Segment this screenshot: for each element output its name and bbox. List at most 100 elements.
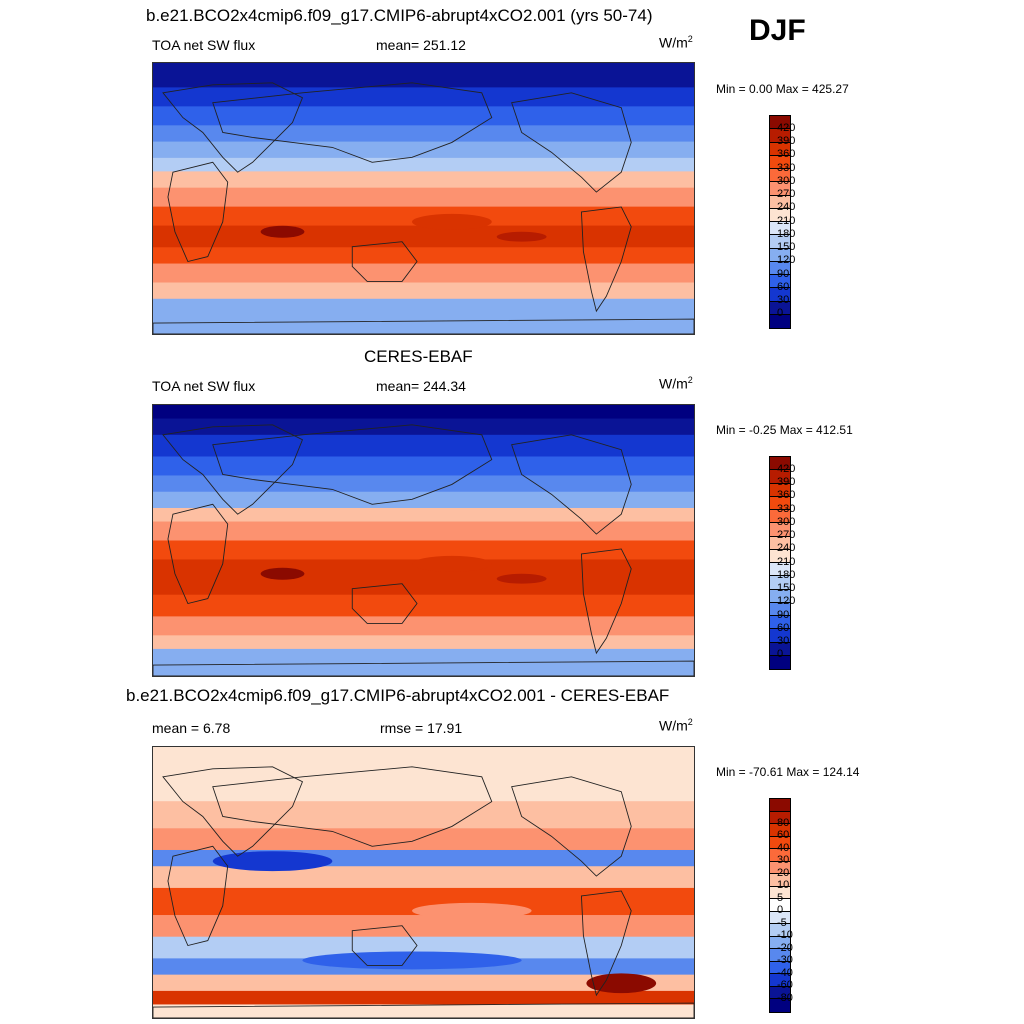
colorbar-tick-label: 330 — [777, 161, 796, 174]
coastline — [167, 845, 229, 947]
colorbar-box — [770, 999, 790, 1012]
colorbar-tick-label: 360 — [777, 148, 796, 161]
colorbar-tick-label: 390 — [777, 476, 796, 488]
panel1-title: b.e21.BCO2x4cmip6.f09_g17.CMIP6-abrupt4x… — [146, 6, 653, 25]
coastline — [162, 424, 304, 515]
map-band — [153, 187, 694, 208]
colorbar-box — [770, 924, 790, 937]
map-feature — [302, 951, 522, 970]
panel1-variable-label: TOA net SW flux — [152, 37, 256, 53]
colorbar-box — [770, 911, 790, 925]
colorbar-tick-label: -10 — [777, 929, 793, 942]
colorbar-tick-label: 30 — [777, 854, 790, 867]
map-band — [153, 828, 694, 851]
map-feature — [586, 973, 657, 994]
colorbar-box — [770, 195, 790, 209]
map-band — [153, 866, 694, 889]
colorbar-box — [770, 936, 790, 950]
map-feature — [412, 902, 532, 919]
colorbar-tick-label: -40 — [777, 966, 793, 979]
panel2-title: CERES-EBAF — [364, 347, 473, 366]
colorbar-box — [770, 563, 790, 577]
colorbar-box — [770, 483, 790, 497]
coastline — [580, 890, 632, 997]
colorbar-tick-label: 5 — [777, 891, 784, 904]
colorbar-box — [770, 824, 790, 837]
colorbar-box — [770, 536, 790, 550]
colorbar-tick-label: 150 — [777, 582, 796, 594]
coastline — [351, 241, 418, 282]
coastline — [580, 548, 632, 655]
map-band — [153, 298, 694, 334]
colorbar-box — [770, 169, 790, 183]
colorbar-tick-label: 80 — [777, 816, 790, 829]
colorbar-box — [770, 961, 790, 975]
colorbar-box — [770, 986, 790, 1000]
colorbar-tick-label: 120 — [777, 254, 796, 267]
coastline — [511, 92, 632, 193]
colorbar-box — [770, 836, 790, 850]
colorbar-tick-label: 30 — [777, 635, 790, 647]
colorbar-box — [770, 208, 790, 222]
panel3-rmse-label: rmse = 17.91 — [380, 720, 463, 736]
panel2-variable-label: TOA net SW flux — [152, 378, 256, 394]
colorbar-tick-label: 10 — [777, 879, 790, 892]
colorbar-tick-label: 210 — [777, 214, 796, 227]
colorbar-tick-label: 0 — [777, 307, 784, 320]
season-label: DJF — [749, 14, 806, 47]
coastline — [212, 766, 493, 847]
map-band — [153, 521, 694, 541]
map-band — [153, 616, 694, 636]
colorbar-tick-label: 60 — [777, 280, 790, 293]
map-band — [153, 247, 694, 265]
panel2-map — [152, 404, 695, 677]
map-band — [153, 648, 694, 676]
coastline — [580, 206, 632, 313]
colorbar-box — [770, 655, 790, 669]
colorbar-tick-label: 210 — [777, 555, 796, 568]
map-band — [153, 225, 694, 248]
colorbar-tick-label: 420 — [777, 121, 796, 134]
colorbar-box — [770, 301, 790, 315]
map-band — [153, 125, 694, 143]
map-band — [153, 456, 694, 476]
panel1-map — [152, 62, 695, 335]
colorbar-tick-label: -5 — [777, 916, 787, 929]
colorbar-tick-label: 180 — [777, 568, 796, 581]
map-band — [153, 282, 694, 300]
colorbar-tick-label: 240 — [777, 201, 796, 214]
coastline — [153, 660, 694, 676]
panel3-units: W/m2 — [659, 717, 693, 734]
colorbar-box — [770, 288, 790, 302]
panel1-colorbar — [769, 115, 791, 329]
colorbar-box — [770, 155, 790, 169]
map-band — [153, 915, 694, 938]
colorbar-tick-label: 60 — [777, 829, 790, 842]
map-band — [153, 475, 694, 493]
panel2-minmax: Min = -0.25 Max = 412.51 — [716, 423, 853, 437]
coastline — [511, 776, 632, 877]
map-feature — [212, 851, 333, 872]
map-band — [153, 635, 694, 650]
coastline — [153, 1002, 694, 1018]
colorbar-box — [770, 642, 790, 656]
colorbar-tick-label: 240 — [777, 542, 796, 555]
colorbar-box — [770, 874, 790, 887]
colorbar-tick-label: -20 — [777, 941, 793, 954]
colorbar-box — [770, 496, 790, 510]
colorbar-tick-label: 20 — [777, 866, 790, 879]
map-band — [153, 974, 694, 992]
map-band — [153, 405, 694, 420]
colorbar-box — [770, 949, 790, 962]
map-band — [153, 990, 694, 1005]
coastline — [351, 925, 418, 966]
colorbar-box — [770, 235, 790, 249]
colorbar-box — [770, 629, 790, 643]
map-band — [153, 171, 694, 189]
colorbar-box — [770, 116, 790, 130]
coastline — [351, 583, 418, 624]
map-band — [153, 491, 694, 509]
panel1-mean-label: mean= 251.12 — [376, 37, 466, 53]
panel3-minmax: Min = -70.61 Max = 124.14 — [716, 765, 860, 779]
map-band — [153, 507, 694, 523]
